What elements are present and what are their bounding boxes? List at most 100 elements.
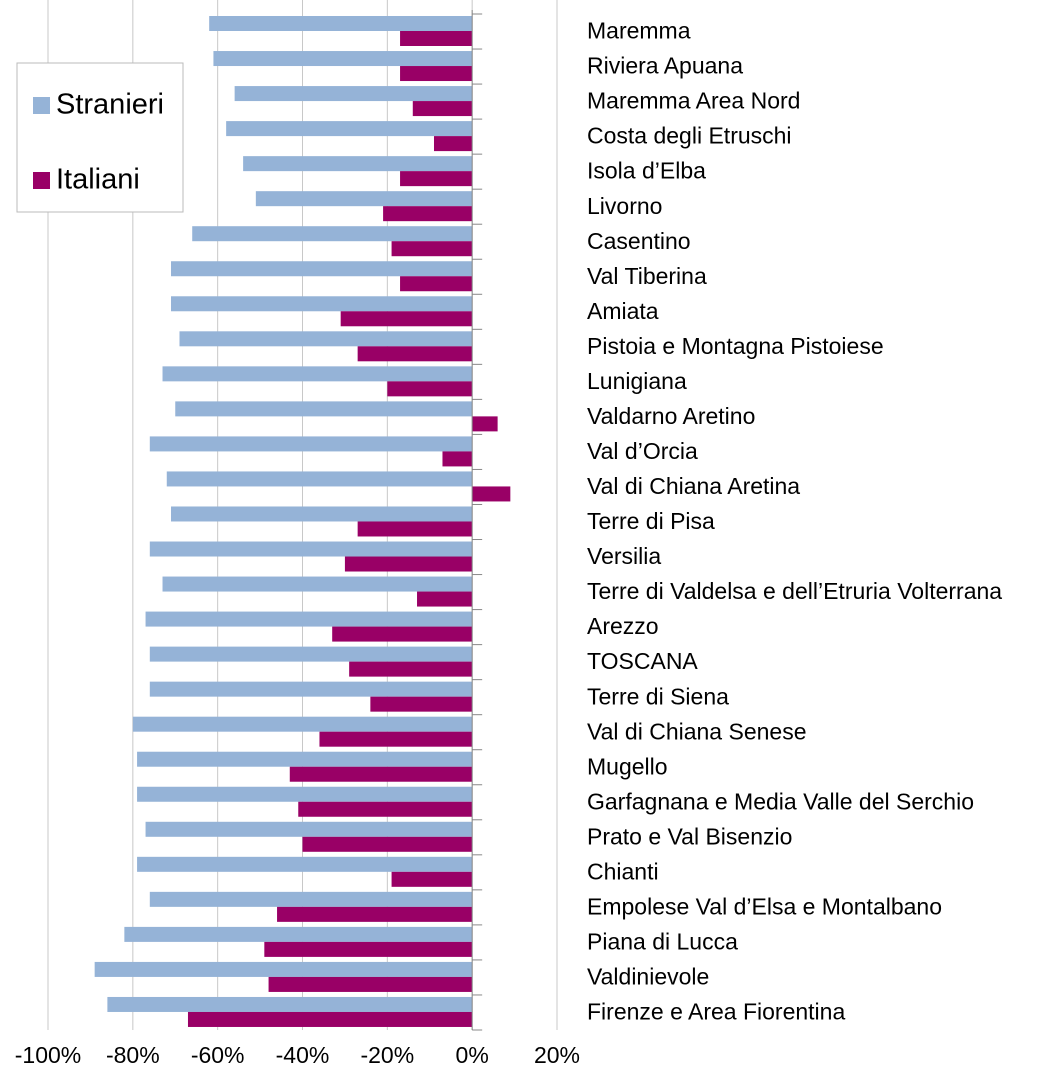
bar — [400, 66, 473, 82]
x-tick-label: -100% — [15, 1042, 81, 1068]
category-label: Val d’Orcia — [587, 438, 698, 464]
bar — [442, 451, 473, 467]
category-label: Arezzo — [587, 613, 659, 639]
category-label: Piana di Lucca — [587, 928, 738, 954]
x-tick-label: -40% — [276, 1042, 330, 1068]
category-label: Firenze e Area Fiorentina — [587, 999, 845, 1025]
legend: Stranieri Italiani — [16, 62, 184, 213]
bar — [234, 86, 473, 102]
bar — [226, 121, 473, 137]
bar — [349, 661, 473, 677]
bar — [387, 381, 473, 397]
bar — [472, 486, 511, 502]
bar — [383, 206, 473, 222]
bar — [412, 101, 473, 117]
bar — [344, 556, 473, 572]
bar — [391, 241, 473, 257]
bar — [417, 591, 473, 607]
bar — [268, 976, 473, 992]
legend-swatch — [33, 172, 50, 189]
legend-label: Stranieri — [56, 89, 164, 121]
bar — [370, 696, 473, 712]
bar — [433, 136, 473, 152]
bar — [171, 506, 473, 522]
category-label: Maremma — [587, 18, 691, 44]
category-label: Terre di Pisa — [587, 508, 715, 534]
category-label: Val di Chiana Aretina — [587, 473, 800, 499]
bar — [145, 611, 473, 627]
bar — [132, 716, 473, 732]
bar — [400, 31, 473, 46]
bar — [149, 891, 473, 907]
category-label: Valdinievole — [587, 964, 709, 990]
bar — [302, 836, 473, 852]
category-label: Chianti — [587, 858, 659, 884]
legend-label: Italiani — [56, 164, 140, 196]
category-label: Terre di Valdelsa e dell’Etruria Volterr… — [587, 578, 1002, 604]
category-label: Costa degli Etruschi — [587, 123, 792, 149]
category-label: Lunigiana — [587, 368, 687, 394]
bar — [187, 1011, 473, 1027]
category-label: Val di Chiana Senese — [587, 718, 807, 744]
bar — [149, 646, 473, 662]
x-tick-label: -60% — [191, 1042, 245, 1068]
bar — [137, 786, 473, 802]
category-label: Valdarno Aretino — [587, 403, 755, 429]
bar — [137, 856, 473, 872]
bar — [162, 366, 473, 382]
legend-swatch — [33, 97, 50, 114]
bar — [149, 436, 473, 452]
bar — [357, 346, 473, 362]
category-label: Pistoia e Montagna Pistoiese — [587, 333, 884, 359]
x-tick-label: -80% — [106, 1042, 160, 1068]
bar — [357, 521, 473, 537]
bar — [400, 171, 473, 187]
bar — [149, 541, 473, 557]
bar — [213, 51, 473, 67]
bar — [243, 156, 473, 172]
bar — [124, 926, 473, 942]
category-label: Garfagnana e Media Valle del Serchio — [587, 788, 974, 814]
bar — [209, 16, 473, 31]
category-label: TOSCANA — [587, 648, 698, 674]
bar — [137, 751, 473, 767]
category-label: Val Tiberina — [587, 263, 707, 289]
bar — [175, 401, 473, 417]
bar — [171, 261, 473, 277]
bar — [319, 731, 473, 747]
bar — [171, 296, 473, 312]
category-label: Casentino — [587, 228, 691, 254]
bar — [107, 996, 473, 1012]
bar — [162, 576, 473, 592]
category-label: Mugello — [587, 753, 668, 779]
category-label: Maremma Area Nord — [587, 88, 800, 114]
category-label: Versilia — [587, 543, 661, 569]
bar — [332, 626, 473, 642]
bar — [255, 191, 473, 207]
x-tick-label: 0% — [456, 1042, 489, 1068]
bar — [264, 941, 473, 957]
bar — [179, 331, 473, 347]
x-tick-label: -20% — [360, 1042, 414, 1068]
bar — [391, 871, 473, 887]
category-label: Prato e Val Bisenzio — [587, 823, 792, 849]
bar — [400, 276, 473, 292]
category-label: Livorno — [587, 193, 662, 219]
x-tick-label: 20% — [534, 1042, 580, 1068]
bar — [472, 416, 498, 432]
bar — [192, 226, 473, 242]
category-label: Empolese Val d’Elsa e Montalbano — [587, 893, 942, 919]
bar — [166, 471, 473, 487]
bar — [145, 821, 473, 837]
bar — [298, 801, 473, 817]
bar — [94, 961, 473, 977]
bar — [149, 681, 473, 697]
bar — [340, 311, 473, 327]
category-label: Amiata — [587, 298, 659, 324]
bar — [277, 906, 473, 922]
bar — [289, 766, 473, 782]
category-label: Terre di Siena — [587, 683, 729, 709]
category-label: Isola d’Elba — [587, 158, 706, 184]
category-label: Riviera Apuana — [587, 53, 743, 79]
